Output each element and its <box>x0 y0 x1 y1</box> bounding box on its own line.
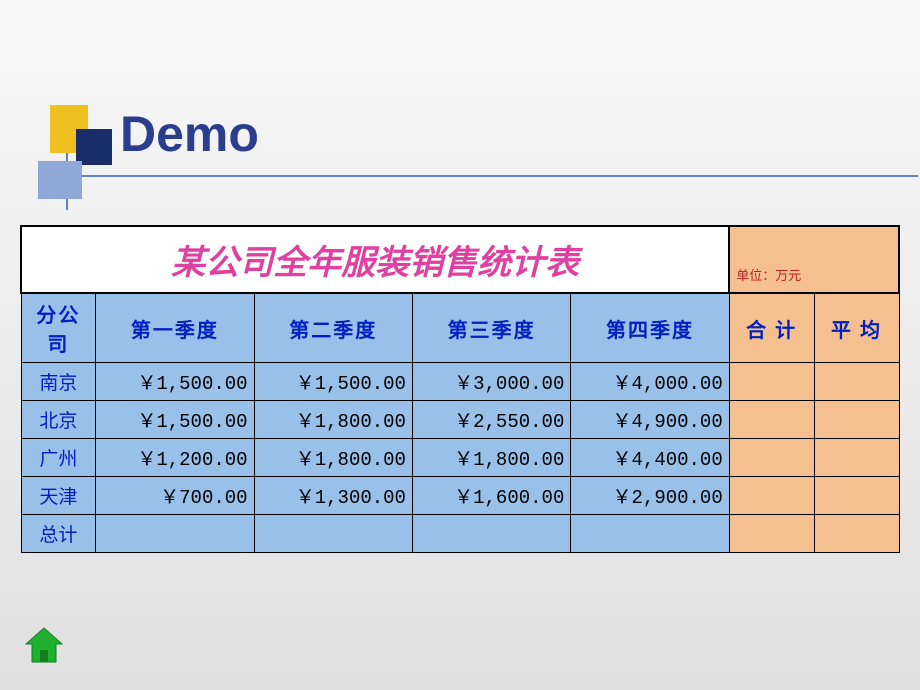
row-label: 总计 <box>21 515 96 553</box>
table-row: 北京 ￥1,500.00 ￥1,800.00 ￥2,550.00 ￥4,900.… <box>21 401 899 439</box>
cell-total <box>729 439 814 477</box>
table-title-cell: 某公司全年服装销售统计表 <box>21 226 729 293</box>
cell-value: ￥1,200.00 <box>96 439 254 477</box>
cell-value: ￥2,900.00 <box>571 477 729 515</box>
cell-total <box>729 477 814 515</box>
cell-total <box>729 401 814 439</box>
header-q4: 第四季度 <box>571 293 729 363</box>
table-title-row: 某公司全年服装销售统计表 单位：万元 <box>21 226 899 293</box>
header-avg: 平 均 <box>814 293 899 363</box>
header-q2: 第二季度 <box>254 293 412 363</box>
unit-label: 单位：万元 <box>736 268 801 283</box>
table-title: 某公司全年服装销售统计表 <box>171 245 579 282</box>
cell-value: ￥1,800.00 <box>412 439 570 477</box>
cell-value: ￥2,550.00 <box>412 401 570 439</box>
cell-value: ￥700.00 <box>96 477 254 515</box>
cell-value <box>412 515 570 553</box>
sales-table: 某公司全年服装销售统计表 单位：万元 分公司 第一季度 第二季度 第三季度 第四… <box>20 225 900 553</box>
table-row: 天津 ￥700.00 ￥1,300.00 ￥1,600.00 ￥2,900.00 <box>21 477 899 515</box>
cell-value <box>96 515 254 553</box>
table-unit-cell: 单位：万元 <box>729 226 899 293</box>
header-q3: 第三季度 <box>412 293 570 363</box>
cell-value <box>254 515 412 553</box>
header-total: 合 计 <box>729 293 814 363</box>
header-q1: 第一季度 <box>96 293 254 363</box>
cell-value: ￥1,800.00 <box>254 401 412 439</box>
slide-logo-decoration <box>38 105 118 205</box>
cell-value: ￥1,500.00 <box>96 401 254 439</box>
cell-value: ￥1,300.00 <box>254 477 412 515</box>
decoration-square-navy <box>76 129 112 165</box>
cell-value: ￥3,000.00 <box>412 363 570 401</box>
row-label: 天津 <box>21 477 96 515</box>
cell-value: ￥1,800.00 <box>254 439 412 477</box>
cell-value: ￥1,500.00 <box>96 363 254 401</box>
table-row-total: 总计 <box>21 515 899 553</box>
cell-avg <box>814 439 899 477</box>
slide-title: Demo <box>120 105 259 163</box>
home-icon[interactable] <box>20 622 68 670</box>
row-label: 南京 <box>21 363 96 401</box>
table-row: 广州 ￥1,200.00 ￥1,800.00 ￥1,800.00 ￥4,400.… <box>21 439 899 477</box>
cell-avg <box>814 515 899 553</box>
cell-value: ￥1,600.00 <box>412 477 570 515</box>
cell-value: ￥1,500.00 <box>254 363 412 401</box>
header-branch: 分公司 <box>21 293 96 363</box>
cell-avg <box>814 477 899 515</box>
table-header-row: 分公司 第一季度 第二季度 第三季度 第四季度 合 计 平 均 <box>21 293 899 363</box>
cell-total <box>729 515 814 553</box>
decoration-line-horizontal <box>38 175 918 177</box>
decoration-square-lightblue <box>38 161 82 199</box>
cell-value <box>571 515 729 553</box>
cell-value: ￥4,400.00 <box>571 439 729 477</box>
cell-avg <box>814 401 899 439</box>
table-row: 南京 ￥1,500.00 ￥1,500.00 ￥3,000.00 ￥4,000.… <box>21 363 899 401</box>
cell-value: ￥4,900.00 <box>571 401 729 439</box>
row-label: 广州 <box>21 439 96 477</box>
sales-table-container: 某公司全年服装销售统计表 单位：万元 分公司 第一季度 第二季度 第三季度 第四… <box>20 225 900 553</box>
cell-value: ￥4,000.00 <box>571 363 729 401</box>
cell-avg <box>814 363 899 401</box>
cell-total <box>729 363 814 401</box>
row-label: 北京 <box>21 401 96 439</box>
